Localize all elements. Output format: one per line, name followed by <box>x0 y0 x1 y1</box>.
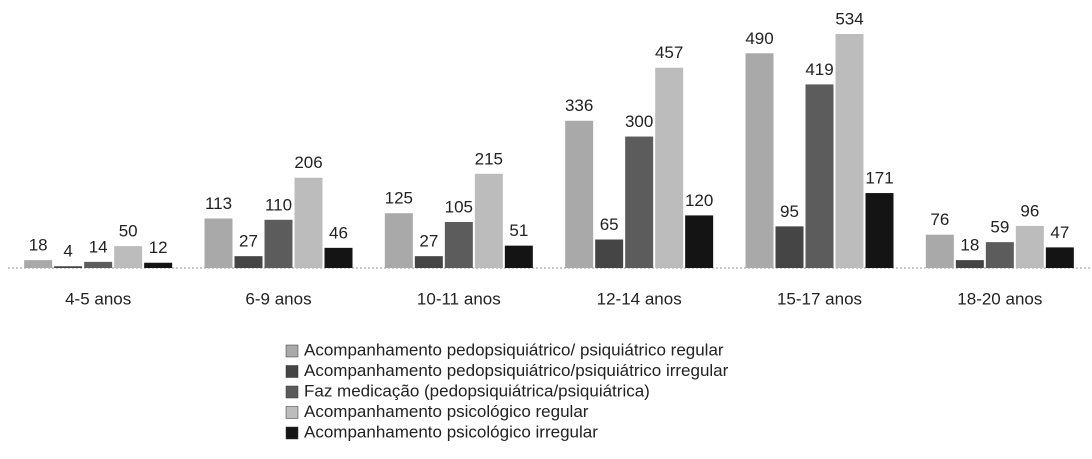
data-label: 534 <box>835 9 863 28</box>
legend-swatch <box>285 344 299 358</box>
x-tick-label: 6-9 anos <box>245 289 311 308</box>
data-label: 171 <box>865 169 893 188</box>
bar <box>775 226 804 268</box>
legend-swatch <box>285 385 299 399</box>
legend-label: Acompanhamento psicológico irregular <box>304 422 598 441</box>
bar <box>565 120 594 269</box>
bar <box>204 218 233 268</box>
legend-label: Acompanhamento pedopsiquiátrico/ psiquiá… <box>304 340 724 359</box>
bar <box>294 177 323 268</box>
data-label: 206 <box>294 153 322 172</box>
bar <box>655 67 684 268</box>
legend-swatch <box>285 426 299 440</box>
x-tick-label: 18-20 anos <box>957 289 1042 308</box>
bar <box>234 256 263 268</box>
bar <box>745 53 774 268</box>
bar <box>54 266 83 268</box>
bar <box>685 215 714 268</box>
data-label: 59 <box>990 218 1009 237</box>
data-label: 47 <box>1050 223 1069 242</box>
x-tick-label: 10-11 anos <box>417 289 501 308</box>
bar <box>444 221 473 268</box>
data-label: 300 <box>625 112 653 131</box>
data-label: 96 <box>1020 201 1039 220</box>
data-label: 95 <box>780 202 799 221</box>
bar <box>1045 247 1074 268</box>
x-tick-label: 15-17 anos <box>777 289 862 308</box>
data-label: 76 <box>930 210 949 229</box>
data-label: 50 <box>119 222 138 241</box>
bar <box>805 84 834 269</box>
data-label: 65 <box>600 215 619 234</box>
bar <box>84 261 113 268</box>
bar <box>865 193 894 268</box>
data-label: 215 <box>475 149 503 168</box>
data-label: 27 <box>239 232 258 251</box>
bar <box>114 246 143 268</box>
data-label: 120 <box>685 191 713 210</box>
data-label: 419 <box>805 60 833 79</box>
bar <box>504 245 533 268</box>
bar <box>144 262 173 268</box>
data-label: 490 <box>745 29 773 48</box>
bar <box>625 136 654 268</box>
bar <box>474 173 503 268</box>
legend-label: Acompanhamento pedopsiquiátrico/psiquiát… <box>304 361 729 380</box>
legend-label: Acompanhamento psicológico regular <box>304 402 589 421</box>
legend-swatch <box>285 406 299 419</box>
data-label: 18 <box>29 236 48 255</box>
bar <box>324 247 353 268</box>
data-label: 27 <box>419 232 438 251</box>
data-label: 14 <box>89 237 108 256</box>
data-label: 12 <box>149 238 168 257</box>
data-label: 336 <box>565 96 593 115</box>
data-label: 110 <box>265 195 292 214</box>
bar <box>955 260 984 268</box>
legend-swatch <box>285 365 299 378</box>
bar <box>985 242 1014 268</box>
data-label: 457 <box>655 43 683 62</box>
data-label: 4 <box>63 242 72 261</box>
data-label: 105 <box>445 197 473 216</box>
data-label: 46 <box>329 223 348 242</box>
bar <box>835 34 864 268</box>
bar <box>264 219 293 268</box>
data-label: 18 <box>960 236 979 255</box>
bar <box>1015 225 1044 268</box>
legend-label: Faz medicação (pedopsiquiátrica/psiquiát… <box>304 381 650 400</box>
bar <box>414 256 443 268</box>
bar <box>24 260 53 268</box>
bar <box>384 213 413 268</box>
data-label: 51 <box>509 221 528 240</box>
bar <box>595 239 624 268</box>
bar <box>925 234 954 268</box>
x-tick-label: 12-14 anos <box>597 289 682 308</box>
data-label: 113 <box>205 194 232 213</box>
data-label: 125 <box>385 189 413 208</box>
x-tick-label: 4-5 anos <box>65 289 131 308</box>
